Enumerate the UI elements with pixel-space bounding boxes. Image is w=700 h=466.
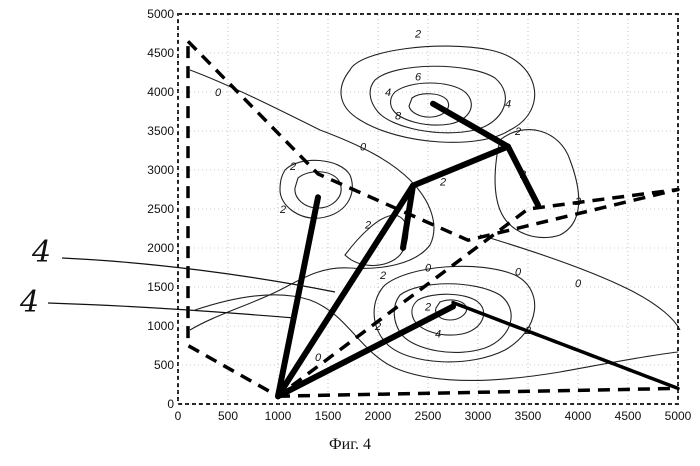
contour-labels: 24684200222222202422000 [215,28,582,364]
x-tick-label: 5000 [665,409,692,423]
contour-peak-top-core [409,94,449,117]
contour-level-label: 2 [379,270,386,282]
contour-level-label: 2 [289,161,296,173]
x-tick-label: 2500 [415,409,442,423]
contour-level-label: 4 [385,87,391,99]
x-tick-label: 2000 [365,409,392,423]
y-tick-label: 4500 [147,46,174,60]
contour-level-label: 2 [439,177,446,189]
y-tick-label: 500 [154,358,174,372]
x-tick-label: 1000 [265,409,292,423]
y-tick-label: 3000 [147,163,174,177]
y-tick-label: 5000 [147,7,174,21]
contour-zero-upper [190,70,434,330]
contour-level-label: 0 [315,352,322,364]
contour-level-label: 2 [414,28,421,40]
contour-level-label: 6 [415,71,422,83]
x-tick-label: 1500 [315,409,342,423]
y-tick-label: 4000 [147,85,174,99]
y-tick-label: 1500 [147,280,174,294]
x-tick-label: 0 [175,409,182,423]
x-tick-label: 3000 [465,409,492,423]
contour-level-label: 4 [505,99,511,111]
contour-level-label: 2 [424,301,431,313]
y-tick-label: 3500 [147,124,174,138]
y-tick-label: 1000 [147,319,174,333]
contour-level-label: 0 [575,278,582,290]
x-tick-label: 4500 [615,409,642,423]
contour-level-label: 0 [425,262,432,274]
x-tick-label: 500 [218,409,238,423]
y-tick-label: 2000 [147,241,174,255]
x-tick-label: 4000 [565,409,592,423]
annotation-label-lower: 4 [19,285,39,320]
contour-level-label: 0 [215,87,222,99]
annotation-leader-lower [48,303,295,318]
contour-level-label: 2 [364,220,371,232]
contour-level-label: 4 [435,329,441,341]
dashed-route-line [278,303,678,397]
y-axis-ticks: 0 500 1000 1500 2000 2500 3000 3500 4000 4500 5000 [147,7,174,411]
contour-level-label: 0 [515,266,522,278]
figure-caption: Фиг. 4 [0,436,700,454]
y-tick-label: 0 [167,397,174,411]
contour-level-label: 0 [360,142,367,154]
contour-level-label: 2 [514,126,521,138]
y-tick-label: 2500 [147,202,174,216]
x-axis-ticks: 0 500 1000 1500 2000 2500 3000 3500 4000 4500 5000 [175,409,692,423]
annotation-label-upper: 4 [31,235,51,270]
thick-route-line [508,147,538,206]
contour-level-label: 2 [279,204,286,216]
contour-level-label: 8 [395,110,402,122]
x-tick-label: 3500 [515,409,542,423]
